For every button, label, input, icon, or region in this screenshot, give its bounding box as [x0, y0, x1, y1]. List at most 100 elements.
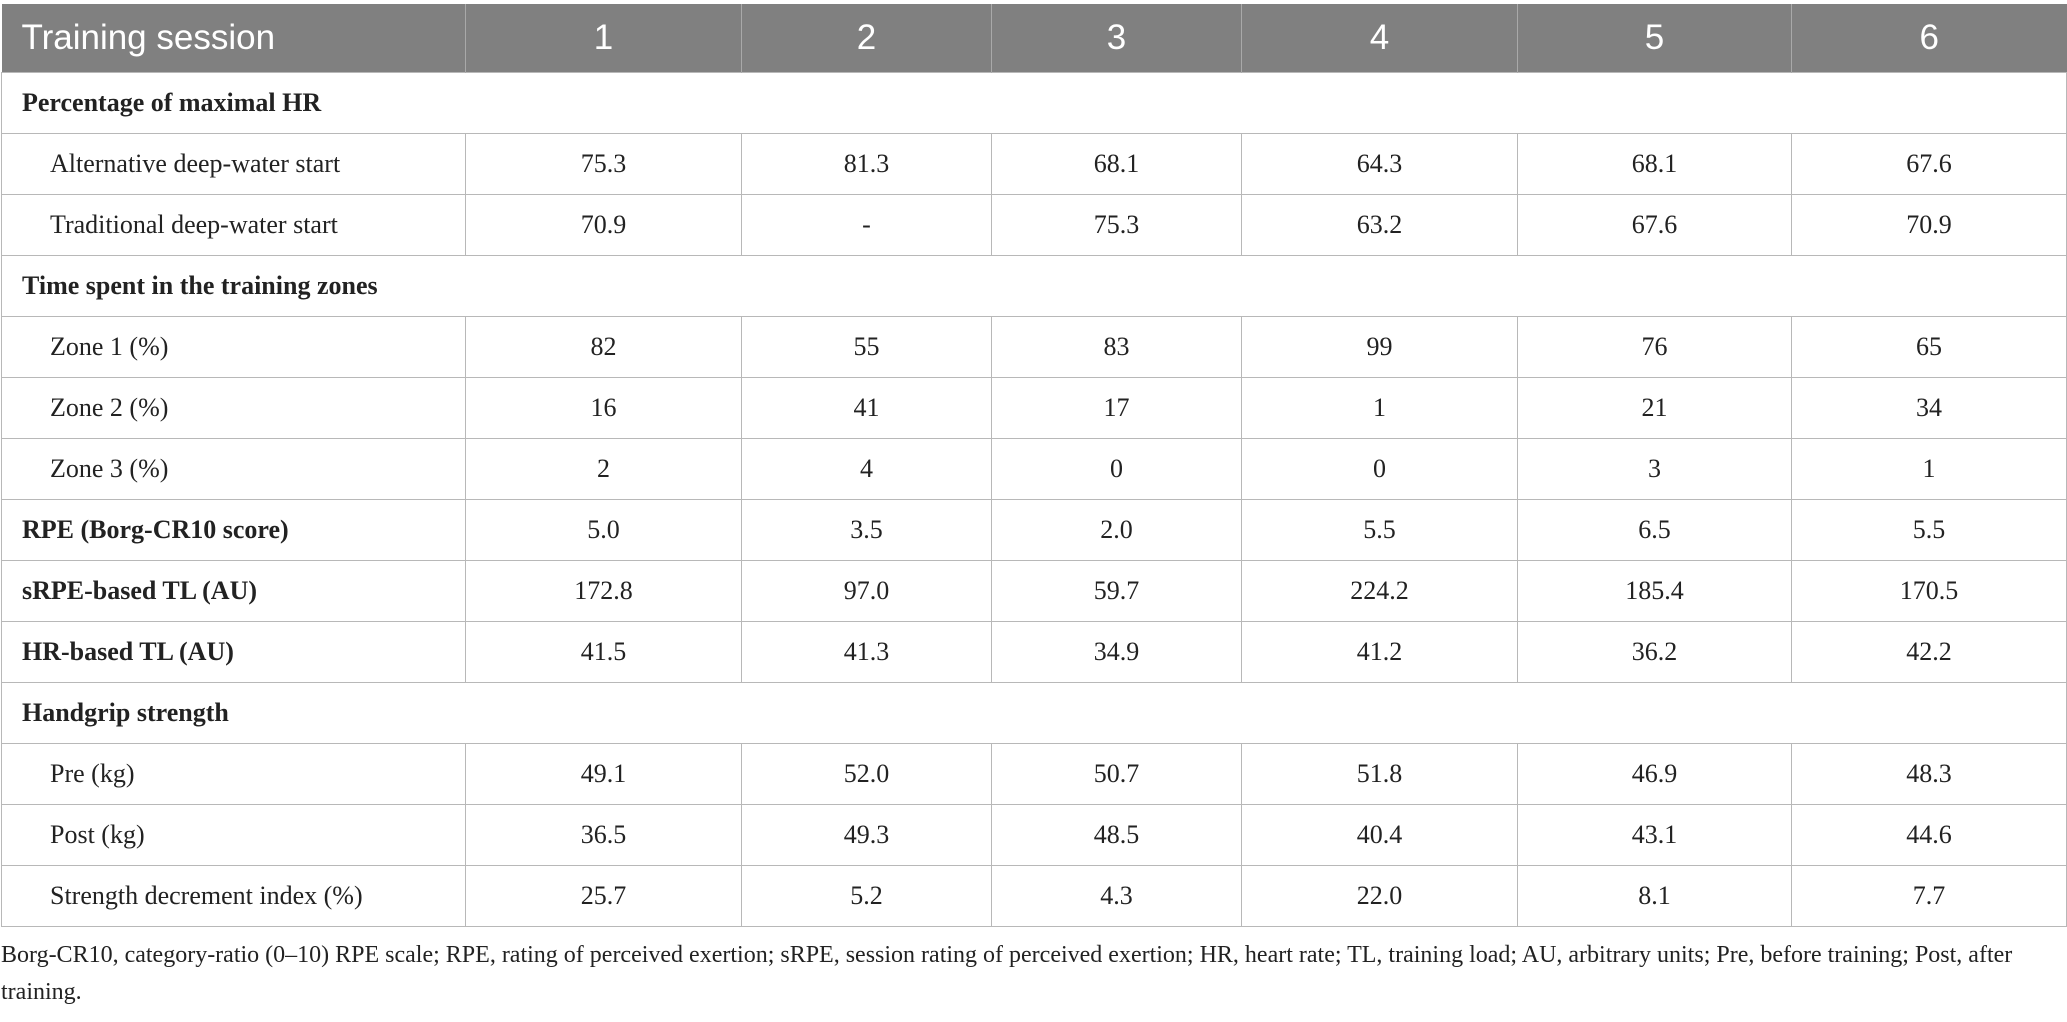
section-row: Percentage of maximal HR: [1, 72, 2067, 134]
row-label: Zone 1 (%): [1, 316, 466, 378]
value-cell: 52.0: [741, 743, 992, 805]
value-cell: -: [741, 194, 992, 256]
value-cell: 21: [1517, 377, 1792, 439]
header-cell-session-5: 5: [1517, 4, 1792, 73]
value-cell: 70.9: [465, 194, 742, 256]
table-row: Zone 1 (%) 82 55 83 99 76 65: [1, 316, 2067, 378]
value-cell: 8.1: [1517, 865, 1792, 927]
table-footnote: Borg-CR10, category-ratio (0–10) RPE sca…: [1, 942, 2013, 1005]
value-cell: 65: [1791, 316, 2067, 378]
value-cell: 4: [741, 438, 992, 500]
value-cell: 63.2: [1241, 194, 1518, 256]
value-cell: 81.3: [741, 133, 992, 195]
value-cell: 41.2: [1241, 621, 1518, 683]
value-cell: 0: [1241, 438, 1518, 500]
value-cell: 1: [1241, 377, 1518, 439]
value-cell: 25.7: [465, 865, 742, 927]
value-cell: 41: [741, 377, 992, 439]
row-label: Post (kg): [1, 804, 466, 866]
row-label: Traditional deep-water start: [1, 194, 466, 256]
value-cell: 34: [1791, 377, 2067, 439]
training-sessions-table: Training session 1 2 3 4 5 6 Percentage of max…: [1, 4, 2067, 927]
value-cell: 170.5: [1791, 560, 2067, 622]
value-cell: 51.8: [1241, 743, 1518, 805]
value-cell: 59.7: [991, 560, 1242, 622]
table-row: Traditional deep-water start 70.9-75.3 63.…: [1, 194, 2067, 256]
table-row: Zone 2 (%) 16 41 17 1 21 34: [1, 377, 2067, 439]
value-cell: 97.0: [741, 560, 992, 622]
table-body: Percentage of maximal HR Alternative deep…: [1, 72, 2067, 927]
value-cell: 49.1: [465, 743, 742, 805]
value-cell: 16: [465, 377, 742, 439]
row-label: sRPE-based TL (AU): [1, 560, 466, 622]
row-label: RPE (Borg-CR10 score): [1, 499, 466, 561]
table-row: RPE (Borg-CR10 score) 5.0 3.5 2.0 5.5 6.5 5.5: [1, 499, 2067, 561]
value-cell: 76: [1517, 316, 1792, 378]
table-row: Strength decrement index (%) 25.7 5.2 4.3 22…: [1, 865, 2067, 927]
value-cell: 75.3: [465, 133, 742, 195]
value-cell: 1: [1791, 438, 2067, 500]
table-header: Training session 1 2 3 4 5 6: [1, 4, 2067, 73]
row-label: Zone 3 (%): [1, 438, 466, 500]
value-cell: 7.7: [1791, 865, 2067, 927]
value-cell: 55: [741, 316, 992, 378]
value-cell: 83: [991, 316, 1242, 378]
table-row: HR-based TL (AU) 41.5 41.3 34.9 41.2 36.2 42.2: [1, 621, 2067, 683]
value-cell: 75.3: [991, 194, 1242, 256]
value-cell: 68.1: [1517, 133, 1792, 195]
header-cell-session-2: 2: [741, 4, 992, 73]
section-heading: Percentage of maximal HR: [1, 72, 2067, 134]
value-cell: 6.5: [1517, 499, 1792, 561]
header-cell-session-4: 4: [1241, 4, 1518, 73]
value-cell: 0: [991, 438, 1242, 500]
value-cell: 4.3: [991, 865, 1242, 927]
value-cell: 22.0: [1241, 865, 1518, 927]
value-cell: 46.9: [1517, 743, 1792, 805]
value-cell: 40.4: [1241, 804, 1518, 866]
section-row: Handgrip strength: [1, 682, 2067, 744]
value-cell: 48.5: [991, 804, 1242, 866]
value-cell: 44.6: [1791, 804, 2067, 866]
value-cell: 36.2: [1517, 621, 1792, 683]
value-cell: 82: [465, 316, 742, 378]
value-cell: 172.8: [465, 560, 742, 622]
value-cell: 43.1: [1517, 804, 1792, 866]
value-cell: 99: [1241, 316, 1518, 378]
value-cell: 41.5: [465, 621, 742, 683]
value-cell: 5.5: [1241, 499, 1518, 561]
value-cell: 2: [465, 438, 742, 500]
value-cell: 36.5: [465, 804, 742, 866]
value-cell: 64.3: [1241, 133, 1518, 195]
section-heading: Handgrip strength: [1, 682, 2067, 744]
value-cell: 67.6: [1517, 194, 1792, 256]
header-row: Training session 1 2 3 4 5 6: [1, 4, 2067, 73]
header-cell-session-1: 1: [465, 4, 742, 73]
table-row: Zone 3 (%) 2 4 0 0 3 1: [1, 438, 2067, 500]
table-row: Alternative deep-water start 75.3 81.3 68.1…: [1, 133, 2067, 195]
value-cell: 3: [1517, 438, 1792, 500]
data-table-container: Training session 1 2 3 4 5 6 Percentage of max…: [1, 4, 2067, 927]
row-label: Pre (kg): [1, 743, 466, 805]
row-label: HR-based TL (AU): [1, 621, 466, 683]
value-cell: 2.0: [991, 499, 1242, 561]
value-cell: 5.0: [465, 499, 742, 561]
value-cell: 48.3: [1791, 743, 2067, 805]
section-row: Time spent in the training zones: [1, 255, 2067, 317]
value-cell: 5.5: [1791, 499, 2067, 561]
value-cell: 224.2: [1241, 560, 1518, 622]
value-cell: 41.3: [741, 621, 992, 683]
header-cell-label: Training session: [1, 4, 466, 73]
value-cell: 34.9: [991, 621, 1242, 683]
row-label: Zone 2 (%): [1, 377, 466, 439]
section-heading: Time spent in the training zones: [1, 255, 2067, 317]
value-cell: 17: [991, 377, 1242, 439]
table-row: sRPE-based TL (AU) 172.8 97.0 59.7 224.2 185.…: [1, 560, 2067, 622]
value-cell: 70.9: [1791, 194, 2067, 256]
value-cell: 42.2: [1791, 621, 2067, 683]
value-cell: 5.2: [741, 865, 992, 927]
table-row: Post (kg) 36.5 49.3 48.5 40.4 43.1 44.6: [1, 804, 2067, 866]
header-cell-session-6: 6: [1791, 4, 2067, 73]
header-cell-session-3: 3: [991, 4, 1242, 73]
value-cell: 49.3: [741, 804, 992, 866]
value-cell: 185.4: [1517, 560, 1792, 622]
